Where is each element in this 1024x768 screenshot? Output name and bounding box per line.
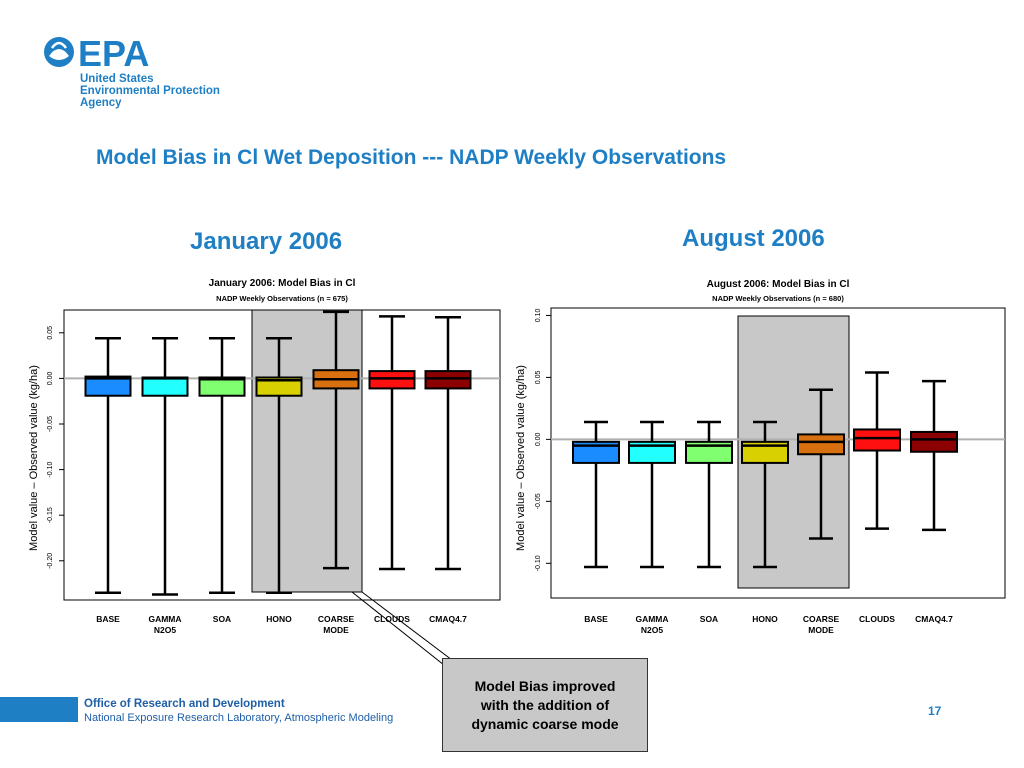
category-label: BASE (584, 614, 608, 624)
boxplot-chart-august: August 2006: Model Bias in Cl NADP Weekly… (515, 279, 1006, 635)
box-iqr (741, 440, 789, 464)
box-iqr (572, 440, 620, 464)
chart-title: August 2006: Model Bias in Cl (707, 279, 850, 290)
category-label: GAMMA N2O5 (148, 614, 181, 635)
category-label: CLOUDS (859, 614, 895, 624)
category-label-line: HONO (266, 614, 292, 624)
category-label: GAMMA N2O5 (635, 614, 668, 635)
category-label-line: COARSE (318, 614, 355, 624)
category-label-line: CLOUDS (859, 614, 895, 624)
callout-box: Model Bias improved with the addition of… (442, 658, 648, 752)
y-tick-label: 0.10 (535, 309, 542, 323)
y-tick-label: -0.20 (47, 553, 54, 569)
epa-flower-icon: EPA (44, 33, 149, 74)
y-tick-label: -0.05 (535, 493, 542, 509)
y-tick-label: -0.10 (535, 555, 542, 571)
box-gamma-n2o5 (141, 337, 189, 596)
chart-subtitle: NADP Weekly Observations (n = 680) (712, 294, 844, 303)
category-label: COARSE MODE (803, 614, 840, 635)
box-hono (741, 420, 789, 569)
epa-mark: EPA (78, 34, 149, 74)
agency-line-1: United States (80, 73, 154, 85)
connector-line (351, 591, 445, 666)
agency-name: United States Environmental Protection A… (80, 73, 220, 109)
box-base (572, 420, 620, 569)
category-label-line: GAMMA (635, 614, 668, 624)
category-label: BASE (96, 614, 120, 624)
page-number: 17 (928, 704, 942, 718)
footer-lab: National Exposure Research Laboratory, A… (84, 712, 394, 724)
box-base (84, 337, 132, 594)
slide-title: Model Bias in Cl Wet Deposition --- NADP… (96, 146, 727, 169)
category-label: CMAQ4.7 (429, 614, 467, 624)
box-iqr (368, 370, 416, 390)
y-tick-label: -0.05 (47, 416, 54, 432)
category-label-line: HONO (752, 614, 778, 624)
chart-title: January 2006: Model Bias in Cl (209, 278, 356, 289)
footer-org: Office of Research and Development (84, 698, 285, 710)
category-label: SOA (213, 614, 231, 624)
box-iqr (141, 376, 189, 397)
panel-title-august: August 2006 (682, 225, 825, 252)
box-iqr (84, 375, 132, 397)
category-label: HONO (266, 614, 292, 624)
panel-title-january: January 2006 (190, 228, 343, 255)
box-soa (685, 420, 733, 569)
callout-connector (351, 591, 453, 666)
category-label-line: MODE (808, 625, 834, 635)
box-soa (198, 337, 246, 594)
box-iqr (910, 430, 958, 453)
y-tick-label: 0.00 (47, 371, 54, 385)
box-coarse-mode (312, 310, 360, 570)
y-axis-label: Model value – Observed value (kg/ha) (515, 365, 527, 551)
category-label-line: CMAQ4.7 (429, 614, 467, 624)
connector-line (361, 591, 453, 661)
y-tick-label: 0.05 (47, 326, 54, 340)
box-clouds (368, 315, 416, 571)
box-iqr (797, 433, 845, 456)
y-tick-label: 0.00 (535, 432, 542, 446)
category-label: SOA (700, 614, 718, 624)
category-label-line: CMAQ4.7 (915, 614, 953, 624)
category-label: CMAQ4.7 (915, 614, 953, 624)
box-iqr (685, 440, 733, 464)
category-label-line: MODE (323, 625, 349, 635)
box-iqr (424, 370, 472, 390)
epa-logo: EPA (40, 33, 160, 79)
category-label-line: SOA (213, 614, 231, 624)
box-cmaq4.7 (910, 379, 958, 532)
y-tick-label: -0.10 (47, 462, 54, 478)
y-axis-label: Model value – Observed value (kg/ha) (28, 365, 40, 551)
category-label-line: N2O5 (154, 625, 176, 635)
category-label-line: COARSE (803, 614, 840, 624)
callout-text: Model Bias improved with the addition of… (471, 677, 619, 732)
box-hono (255, 337, 303, 594)
y-tick-label: -0.15 (47, 507, 54, 523)
footer-accent-bar (0, 697, 78, 722)
box-clouds (853, 371, 901, 530)
chart-subtitle: NADP Weekly Observations (n = 675) (216, 294, 348, 303)
box-iqr (255, 376, 303, 397)
category-label-line: BASE (96, 614, 120, 624)
highlight-band (251, 309, 363, 593)
category-label-line: GAMMA (148, 614, 181, 624)
box-iqr (853, 428, 901, 452)
category-label: HONO (752, 614, 778, 624)
agency-line-2: Environmental Protection (80, 85, 220, 97)
box-coarse-mode (797, 388, 845, 540)
category-label-line: CLOUDS (374, 614, 410, 624)
category-label: CLOUDS (374, 614, 410, 624)
y-tick-label: 0.05 (535, 370, 542, 384)
category-label-line: N2O5 (641, 625, 663, 635)
box-iqr (198, 376, 246, 397)
category-label-line: BASE (584, 614, 608, 624)
box-cmaq4.7 (424, 316, 472, 571)
box-iqr (628, 440, 676, 464)
agency-line-3: Agency (80, 97, 122, 109)
box-gamma-n2o5 (628, 420, 676, 569)
category-label-line: SOA (700, 614, 718, 624)
category-label: COARSE MODE (318, 614, 355, 635)
boxplot-chart-january: January 2006: Model Bias in Cl NADP Weekl… (28, 278, 501, 635)
